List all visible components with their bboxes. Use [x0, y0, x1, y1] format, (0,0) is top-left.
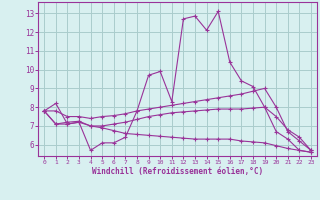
X-axis label: Windchill (Refroidissement éolien,°C): Windchill (Refroidissement éolien,°C) [92, 167, 263, 176]
